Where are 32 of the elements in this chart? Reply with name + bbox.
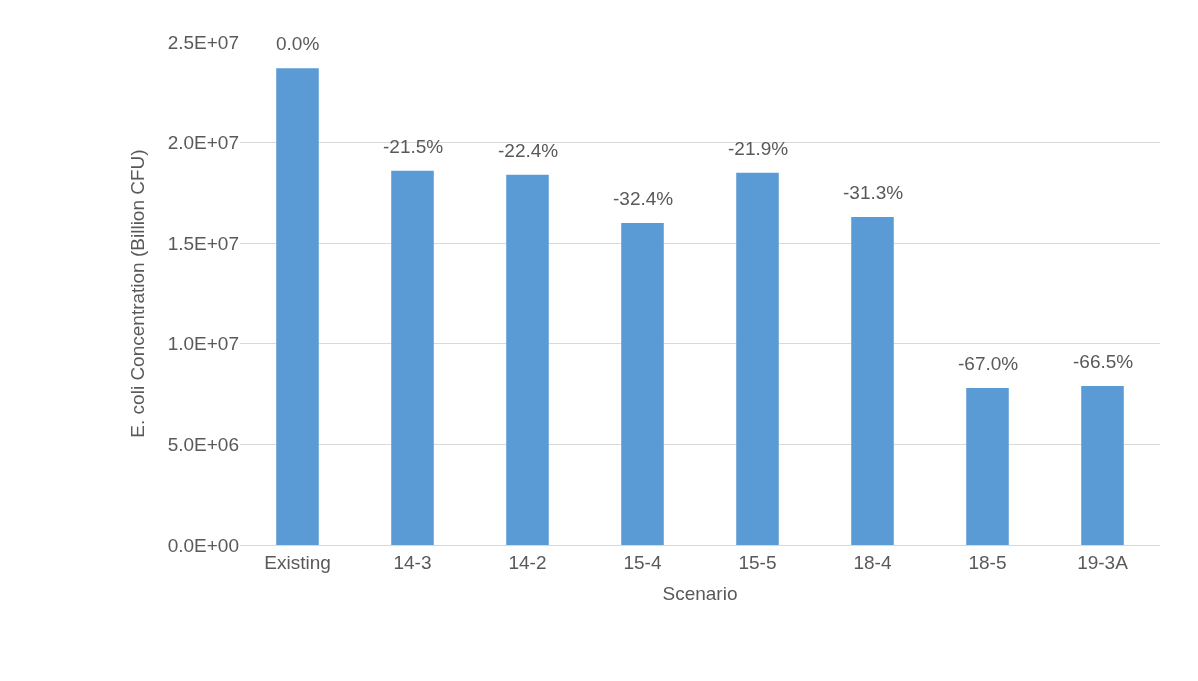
annotation: -21.5% [383, 136, 444, 157]
x-tick-label: 19-3A [1077, 551, 1129, 573]
bar [851, 217, 894, 545]
bar [276, 68, 319, 545]
x-tick-label: 15-5 [738, 551, 777, 573]
annotation: 0.0% [276, 33, 320, 54]
x-tick-label: Existing [264, 551, 331, 573]
x-tick-label: 18-5 [968, 551, 1007, 573]
annotation: -66.5% [1073, 351, 1134, 372]
x-tick-label: 15-4 [623, 551, 662, 573]
x-axis-title: Scenario [662, 582, 738, 604]
bar [1081, 386, 1124, 545]
bar [391, 170, 434, 545]
y-axis-title: E. coli Concentration (Billion CFU) [126, 149, 148, 438]
x-tick-label: 14-2 [508, 551, 547, 573]
annotation: -31.3% [843, 182, 904, 203]
annotation: -21.9% [728, 138, 789, 159]
annotation: -22.4% [498, 140, 559, 161]
y-tick-label: 1.5E+07 [167, 232, 239, 254]
annotation: -32.4% [613, 188, 674, 209]
bar [506, 174, 549, 545]
bar [966, 388, 1009, 545]
x-tick-label: 14-3 [393, 551, 432, 573]
x-tick-label: 18-4 [853, 551, 892, 573]
y-tick-label: 0.0E+00 [167, 534, 239, 556]
bar [621, 223, 664, 545]
y-tick-label: 2.5E+07 [167, 31, 239, 53]
y-tick-label: 1.0E+07 [167, 333, 239, 355]
bar [736, 172, 779, 545]
annotation: -67.0% [958, 353, 1019, 374]
y-tick-label: 5.0E+06 [167, 434, 239, 456]
y-tick-label: 2.0E+07 [167, 132, 239, 154]
